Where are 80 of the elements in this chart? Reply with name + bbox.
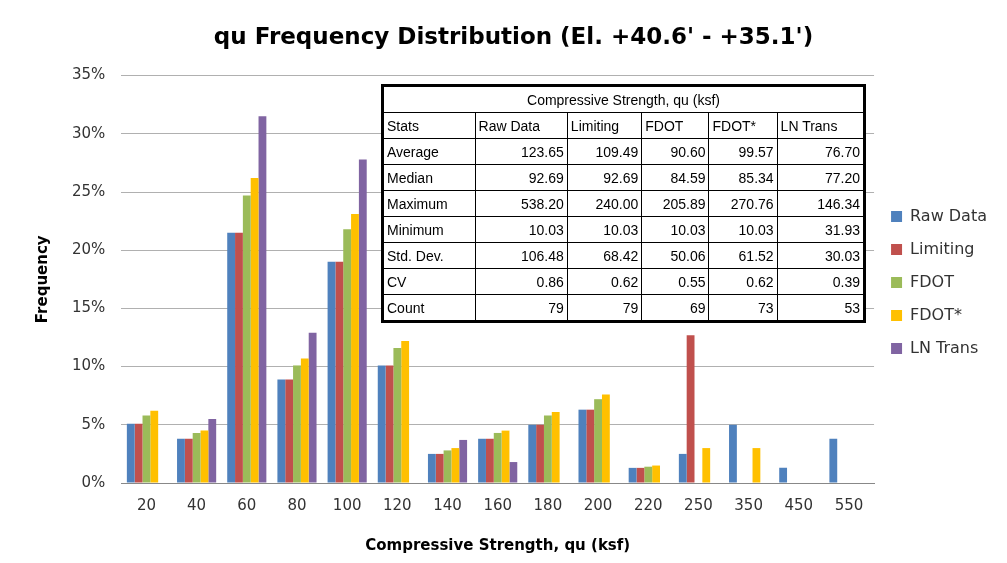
x-tick-label: 180	[533, 495, 563, 514]
y-axis-title: Frequency	[32, 235, 51, 324]
annotation: 205.89	[641, 190, 709, 217]
annotation: 73	[708, 294, 778, 322]
annotation: 50.06	[641, 242, 709, 269]
annotation: FDOT	[641, 112, 709, 139]
annotation: 84.59	[641, 164, 709, 191]
annotation: 53	[777, 294, 865, 322]
annotation: 79	[475, 294, 568, 322]
y-tick-label: 5%	[81, 414, 106, 433]
legend-label: LN Trans	[910, 337, 979, 357]
legend-label: Limiting	[910, 238, 975, 258]
annotation: Stats	[382, 112, 476, 139]
annotation: 109.49	[567, 138, 642, 165]
x-tick-label: 100	[332, 495, 362, 514]
annotation: 240.00	[567, 190, 642, 217]
x-tick-label: 550	[834, 495, 864, 514]
annotation: Raw Data	[475, 112, 568, 139]
x-tick-label: 20	[136, 495, 156, 514]
annotation: Minimum	[382, 216, 476, 243]
annotation: 76.70	[777, 138, 865, 165]
x-tick-label: 80	[287, 495, 307, 514]
annotation: 92.69	[475, 164, 568, 191]
annotation: Maximum	[382, 190, 476, 217]
legend-label: FDOT*	[910, 304, 962, 324]
y-tick-label: 30%	[72, 123, 106, 142]
x-tick-label: 40	[187, 495, 207, 514]
y-tick-label: 15%	[72, 298, 106, 317]
annotation: 79	[567, 294, 642, 322]
annotation: Average	[382, 138, 476, 165]
x-axis-title: Compressive Strength, qu (ksf)	[365, 535, 631, 554]
annotation: 123.65	[475, 138, 568, 165]
annotation: 31.93	[777, 216, 865, 243]
annotation: 69	[641, 294, 709, 322]
y-tick-label: 35%	[72, 65, 106, 84]
x-tick-label: 120	[383, 495, 412, 514]
legend-label: Raw Data	[910, 205, 988, 225]
annotation: 99.57	[708, 138, 778, 165]
annotation: 61.52	[708, 242, 778, 269]
y-tick-label: 25%	[72, 181, 106, 200]
x-tick-label: 160	[483, 495, 513, 514]
y-tick-label: 20%	[72, 240, 106, 259]
legend-label: FDOT	[910, 271, 955, 291]
annotation: CV	[382, 268, 476, 295]
x-tick-label: 60	[237, 495, 257, 514]
annotation: 90.60	[641, 138, 709, 165]
x-tick-label: 250	[684, 495, 713, 514]
annotation: 92.69	[567, 164, 642, 191]
annotation: 0.55	[641, 268, 709, 295]
annotation: 10.03	[708, 216, 778, 243]
x-tick-label: 140	[433, 495, 462, 514]
annotation: 68.42	[567, 242, 642, 269]
x-tick-label: 350	[734, 495, 763, 514]
annotation: Std. Dev.	[382, 242, 476, 269]
annotation: 30.03	[777, 242, 865, 269]
x-tick-label: 220	[633, 495, 663, 514]
annotation: 10.03	[641, 216, 709, 243]
annotation: 10.03	[567, 216, 642, 243]
chart-title: qu Frequency Distribution (El. +40.6' - +35.1')	[213, 22, 814, 49]
annotation: FDOT*	[708, 112, 778, 139]
annotation: 0.62	[708, 268, 778, 295]
annotation: 146.34	[777, 190, 865, 217]
annotation: 85.34	[708, 164, 778, 191]
annotation: 270.76	[708, 190, 778, 217]
annotation: Compressive Strength, qu (ksf)	[382, 85, 865, 113]
annotation: 0.86	[475, 268, 568, 295]
annotation: 106.48	[475, 242, 568, 269]
annotation: 538.20	[475, 190, 568, 217]
annotation: 0.39	[777, 268, 865, 295]
annotation: Count	[382, 294, 476, 322]
x-tick-label: 200	[583, 495, 613, 514]
annotation: Limiting	[567, 112, 642, 139]
annotation: 10.03	[475, 216, 568, 243]
x-tick-label: 450	[784, 495, 814, 514]
annotation: Median	[382, 164, 476, 191]
y-tick-label: 0%	[81, 472, 106, 491]
annotation: 0.62	[567, 268, 642, 295]
y-tick-label: 10%	[72, 356, 106, 375]
annotation: 77.20	[777, 164, 865, 191]
annotation: LN Trans	[777, 112, 865, 139]
